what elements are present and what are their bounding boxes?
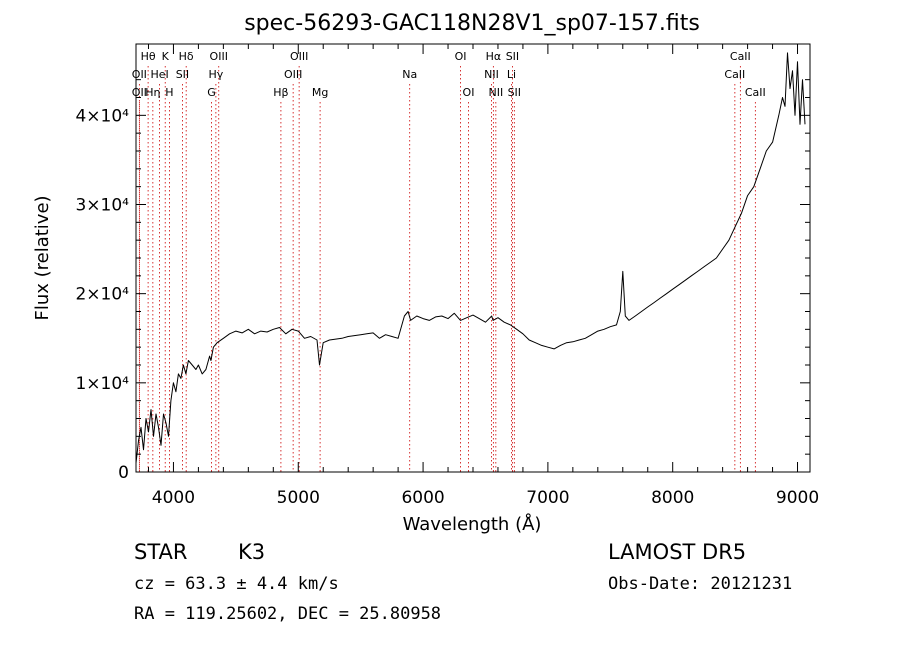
spectral-line-label: H [165,86,173,99]
y-tick-label: 1×10⁴ [75,374,129,394]
x-tick-label: 8000 [651,488,694,508]
y-axis: 0 1×10⁴ 2×10⁴ 3×10⁴ 4×10⁴ [75,79,810,483]
observation-date: Obs-Date: 20121231 [608,574,793,594]
spectral-line-label: CaII [745,86,766,99]
y-tick-label: 3×10⁴ [75,196,129,216]
y-tick-label: 4×10⁴ [75,106,129,126]
x-tick-label: 5000 [277,488,320,508]
spectral-line-label: OIII [290,50,308,63]
x-axis: 4000 5000 6000 7000 8000 9000 [147,44,819,508]
spectral-line-label: CaII [730,50,751,63]
plot-area [135,52,806,464]
object-class: STAR [134,540,188,564]
spectral-line-label: K [162,50,170,63]
survey-name: LAMOST DR5 [608,540,747,564]
spectral-line-label: OII [132,68,147,81]
redshift-readout: cz = 63.3 ± 4.4 km/s [134,574,339,594]
spectral-line-label: Hβ [273,86,288,99]
spectrum-line [135,52,806,464]
spectral-line-label: SII [508,86,521,99]
x-tick-label: 6000 [401,488,444,508]
spectral-line-label: Li [507,68,516,81]
object-subclass: K3 [238,540,266,564]
spectral-line-label: Mg [312,86,328,99]
spectral-line-label: HeI [150,68,168,81]
y-axis-label: Flux (relative) [32,195,53,320]
spectral-line-label: CaII [724,68,745,81]
chart-title: spec-56293-GAC118N28V1_sp07-157.fits [244,11,700,36]
spectral-line-label: OI [455,50,467,63]
spectral-line-label: OIII [210,50,228,63]
spectral-line-label: OI [463,86,475,99]
x-tick-label: 9000 [776,488,819,508]
plot-frame [135,43,811,473]
y-tick-label: 2×10⁴ [75,285,129,305]
spectral-line-label: OIII [284,68,302,81]
spectral-line-label: Hα [486,50,502,63]
x-axis-label: Wavelength (Å) [403,513,542,535]
spectral-line-label: SII [176,68,189,81]
x-tick-label: 4000 [152,488,195,508]
x-tick-label: 7000 [526,488,569,508]
spectral-line-label: Na [402,68,417,81]
spectral-line-label: NII [488,86,503,99]
spectral-line-label: Hγ [208,68,223,81]
coordinates: RA = 119.25602, DEC = 25.80958 [134,604,442,624]
spectral-line-label: Hη [145,86,160,99]
spectral-line-label: Hθ [141,50,156,63]
spectral-line-label: NII [484,68,499,81]
spectral-line-label: G [207,86,216,99]
spectral-line-label: SII [506,50,519,63]
spectral-line-label: Hδ [179,50,194,63]
y-tick-label: 0 [118,463,129,483]
line-markers: Hθ K Hδ OIII OIII OI Hα SII CaII OII HeI SII Hγ OIII N… [132,50,766,472]
